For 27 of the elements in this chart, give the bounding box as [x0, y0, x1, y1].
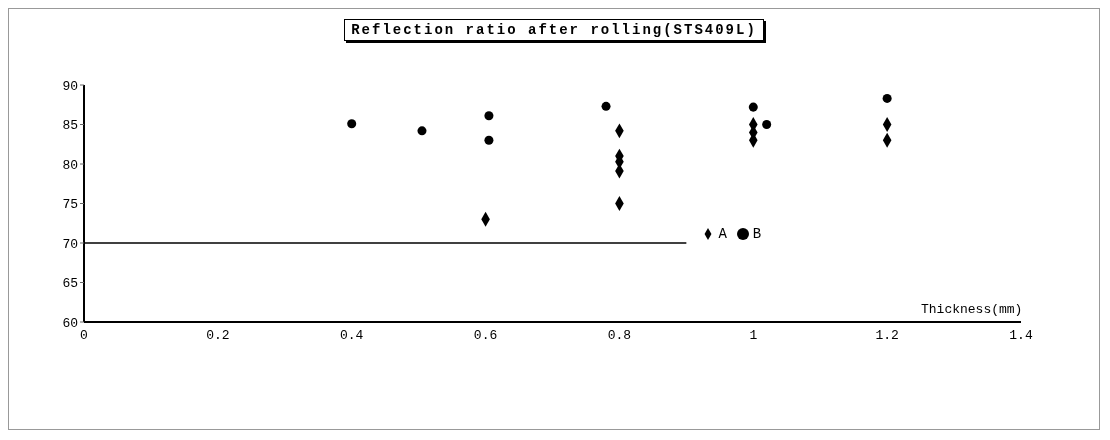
point: [347, 119, 357, 129]
y-tick-label: 75: [62, 197, 78, 213]
x-tick-label: 0.8: [607, 328, 632, 344]
x-tick-label: 1.2: [875, 328, 899, 344]
point: [484, 135, 494, 145]
point: [417, 126, 427, 136]
y-tick-label: 90: [62, 78, 78, 94]
legend-label: B: [752, 225, 762, 242]
y-tick-label: 85: [62, 118, 78, 134]
y-tick-label: 80: [62, 157, 78, 173]
y-tick-label: 65: [62, 276, 78, 292]
x-axis-title: Thickness(mm): [921, 302, 1023, 317]
x-tick-label: 1.4: [1009, 328, 1033, 344]
x-tick-label: 0: [80, 328, 88, 344]
y-tick-label: 70: [62, 236, 78, 252]
point: [762, 119, 772, 130]
x-tick-label: 0.6: [473, 328, 498, 344]
point: [882, 93, 892, 103]
point: [484, 111, 494, 121]
legend-label: A: [718, 225, 727, 242]
chart-title: Reflection ratio after rolling(STS409L): [344, 19, 764, 41]
x-tick-label: 0.2: [206, 328, 230, 344]
y-tick-label: 60: [62, 315, 78, 331]
x-tick-label: 0.4: [340, 328, 364, 344]
point: [748, 102, 758, 112]
point: [601, 101, 611, 111]
x-tick-label: 1: [749, 328, 758, 344]
